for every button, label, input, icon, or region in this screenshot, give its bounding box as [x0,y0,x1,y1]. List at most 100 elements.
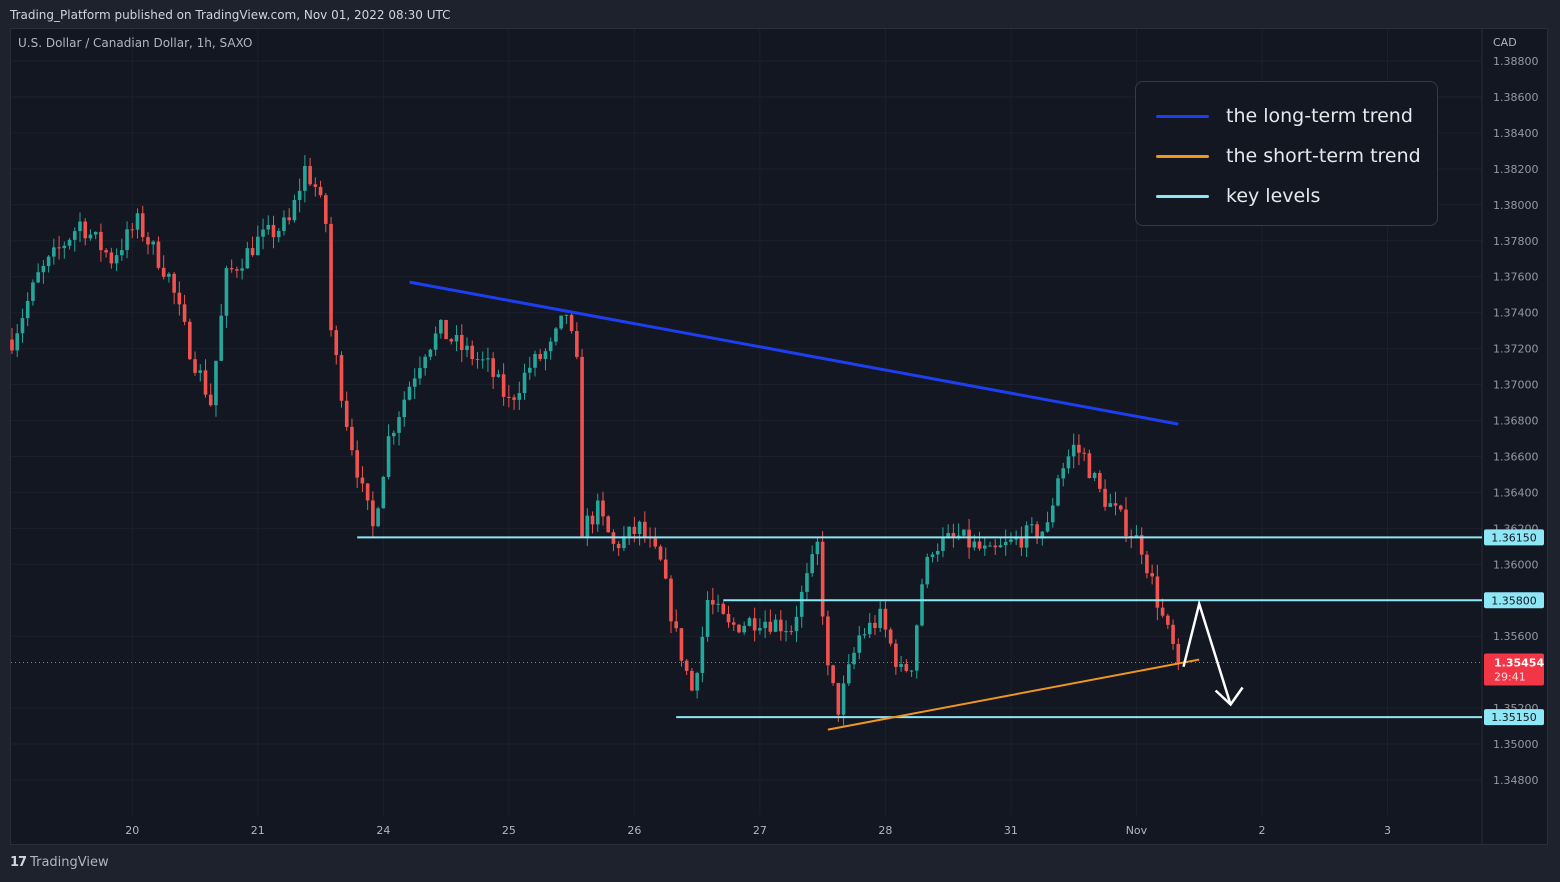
candle-body [841,683,846,715]
projection-arrow [1182,599,1232,705]
candle-body [308,165,312,185]
candle-body [355,450,359,478]
candle-body [690,670,694,691]
tradingview-footer[interactable]: 17 TradingView [10,855,109,870]
candle-body [151,241,156,245]
candle-body [737,624,741,633]
candle-body [527,367,532,373]
candle-body [407,386,412,400]
candle-body [585,515,590,537]
x-tick-label: 31 [1004,824,1018,837]
candle-body [1066,456,1071,469]
candle-body [935,551,940,555]
legend-item-key-levels: key levels [1156,181,1320,211]
candle-body [339,355,344,401]
candle-body [156,241,161,268]
x-tick-label: Nov [1126,824,1148,837]
candle-body [1139,535,1144,555]
candle-body [486,358,490,360]
candle-body [418,368,422,379]
y-tick-label: 1.34800 [1493,774,1539,787]
candle-body [454,334,459,342]
candle-body [899,664,903,667]
candle-body [1040,531,1045,539]
candle-body [459,334,464,350]
candle-body [240,268,244,271]
candle-body [276,230,281,238]
candle-body [303,165,307,191]
candle-body [449,339,454,342]
x-tick-label: 3 [1384,824,1391,837]
currency-label: CAD [1493,36,1517,49]
legend-swatch [1156,194,1209,198]
candle-body [292,199,297,221]
candle-body [554,328,558,342]
legend-swatch [1156,154,1209,158]
legend: the long-term trend the short-term trend… [1135,81,1438,226]
x-tick-label: 2 [1258,824,1265,837]
candle-body [365,483,370,501]
candle-body [637,521,642,534]
candle-body [172,273,176,293]
candle-body [465,345,469,350]
candle-body [1150,573,1154,577]
candle-body [1166,615,1170,625]
candle-body [329,223,333,331]
last-price-value: 1.35454 [1494,656,1544,669]
candle-body [956,535,961,537]
candle-body [470,345,475,360]
candle-body [208,394,213,406]
candle-body [951,533,956,537]
candle-body [10,339,14,351]
x-tick-label: 24 [376,824,390,837]
candle-body [512,397,516,400]
candle-body [543,351,548,360]
candle-body [773,619,778,632]
candle-body [297,190,302,200]
candle-body [805,573,809,592]
candle-body [20,318,25,334]
candle-body [616,543,621,549]
candle-body [397,417,401,433]
candle-body [867,622,872,635]
candle-body [1087,453,1092,479]
candle-body [428,349,433,357]
candle-body [1082,452,1086,454]
candle-body [622,536,626,549]
candle-body [99,231,103,251]
candle-body [564,314,569,316]
candle-body [324,195,328,224]
candle-body [266,224,271,230]
x-tick-label: 20 [125,824,139,837]
candle-body [203,370,208,395]
candle-body [538,354,543,360]
candle-body [371,500,375,527]
candle-body [836,683,841,715]
candle-body [360,477,365,484]
candle-body [271,224,276,238]
candle-body [669,578,673,622]
candle-body [125,229,129,251]
candle-body [909,670,914,672]
candle-body [245,248,250,269]
candle-body [873,622,877,629]
symbol-title: U.S. Dollar / Canadian Dollar, 1h, SAXO [18,36,253,50]
y-tick-label: 1.37200 [1493,343,1539,356]
candle-body [763,621,767,629]
candle-body [695,672,699,691]
y-tick-label: 1.38000 [1493,199,1539,212]
y-tick-label: 1.37400 [1493,307,1539,320]
candle-body [496,374,501,377]
candle-body [439,319,443,334]
candle-body [344,400,349,427]
candle-body [57,247,61,249]
candle-body [287,217,291,221]
y-tick-label: 1.36600 [1493,450,1539,463]
candle-body [146,237,150,245]
candle-body [104,250,108,253]
candle-body [888,629,893,644]
x-tick-label: 27 [753,824,767,837]
candle-body [967,529,971,548]
candle-body [1014,537,1018,540]
